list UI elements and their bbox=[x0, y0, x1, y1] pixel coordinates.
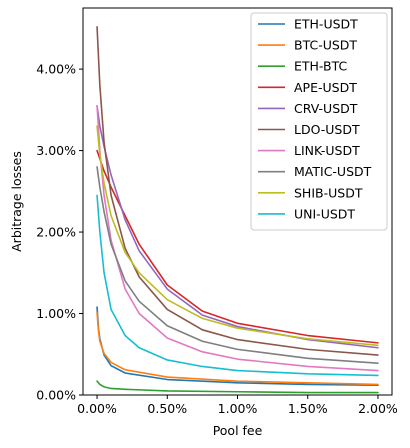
series-line-eth-usdt bbox=[96, 306, 379, 387]
series-line-link-usdt bbox=[96, 104, 379, 372]
series-line-uni-usdt bbox=[96, 194, 379, 377]
x-tick-label: 0.50% bbox=[147, 401, 187, 416]
legend-label-ape-usdt: APE-USDT bbox=[294, 80, 357, 95]
series-line-ape-usdt bbox=[96, 149, 379, 344]
legend-label-crv-usdt: CRV-USDT bbox=[294, 101, 358, 116]
legend-label-btc-usdt: BTC-USDT bbox=[294, 38, 357, 53]
x-axis-label: Pool fee bbox=[213, 423, 263, 438]
series-line-btc-usdt bbox=[96, 311, 379, 386]
y-tick-label: 1.00% bbox=[36, 306, 76, 321]
y-axis: 0.00% 1.00% 2.00% 3.00% 4.00% bbox=[36, 62, 83, 403]
x-tick-label: 1.00% bbox=[218, 401, 258, 416]
y-tick-label: 0.00% bbox=[36, 388, 76, 403]
legend: ETH-USDT BTC-USDT ETH-BTC APE-USDT CRV-USDT L… bbox=[250, 12, 388, 231]
legend-box bbox=[250, 12, 388, 231]
legend-label-eth-usdt: ETH-USDT bbox=[294, 17, 358, 32]
x-axis: 0.00% 0.50% 1.00% 1.50% 2.00% bbox=[77, 395, 398, 416]
legend-label-matic-usdt: MATIC-USDT bbox=[294, 164, 372, 179]
legend-label-shib-usdt: SHIB-USDT bbox=[294, 185, 363, 200]
y-axis-label: Arbitrage losses bbox=[9, 151, 24, 252]
series-line-shib-usdt bbox=[96, 125, 379, 347]
legend-label-link-usdt: LINK-USDT bbox=[294, 143, 360, 158]
series-layer bbox=[96, 25, 379, 394]
legend-label-eth-btc: ETH-BTC bbox=[294, 59, 347, 74]
series-line-ldo-usdt bbox=[96, 25, 379, 356]
series-line-matic-usdt bbox=[96, 166, 379, 365]
x-tick-label: 2.00% bbox=[358, 401, 398, 416]
x-tick-label: 0.00% bbox=[77, 401, 117, 416]
y-tick-label: 4.00% bbox=[36, 62, 76, 77]
series-line-eth-btc bbox=[96, 380, 379, 394]
legend-label-uni-usdt: UNI-USDT bbox=[294, 206, 355, 221]
legend-label-ldo-usdt: LDO-USDT bbox=[294, 122, 360, 137]
x-tick-label: 1.50% bbox=[288, 401, 328, 416]
y-tick-label: 2.00% bbox=[36, 225, 76, 240]
y-tick-label: 3.00% bbox=[36, 143, 76, 158]
series-line-crv-usdt bbox=[96, 104, 379, 349]
